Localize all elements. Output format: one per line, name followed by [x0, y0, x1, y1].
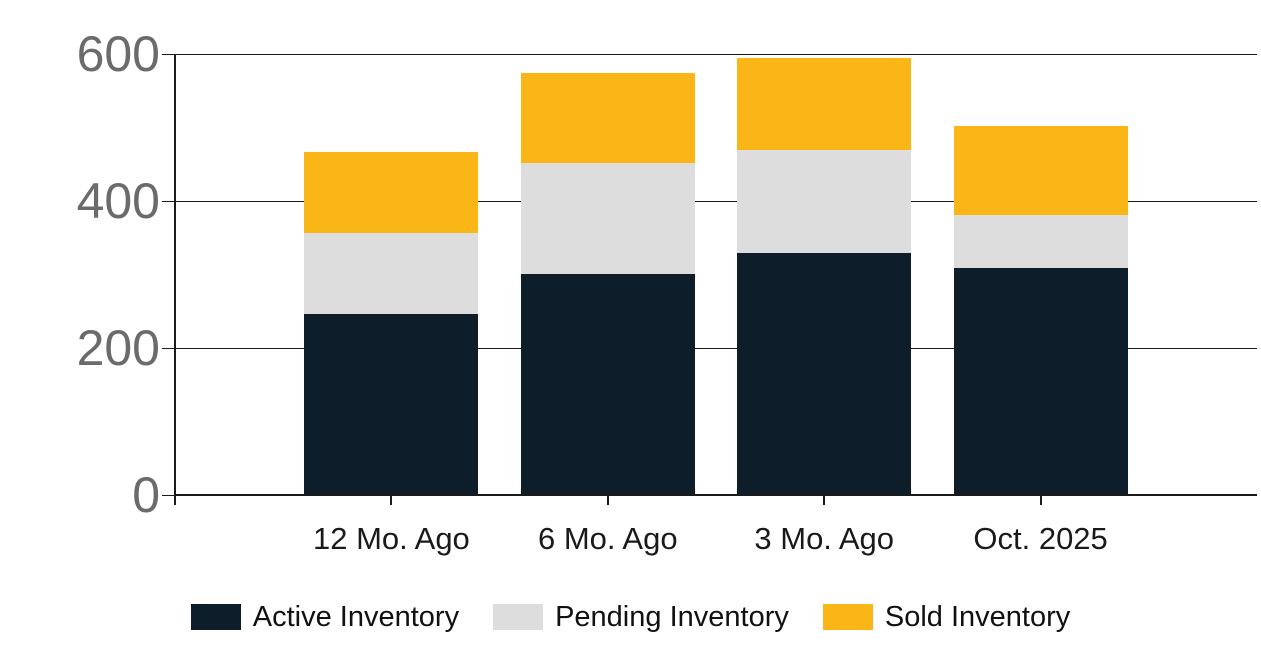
bar-segment-active-inventory [520, 273, 695, 494]
y-tick-label: 400 [76, 173, 160, 229]
y-axis-line [174, 54, 176, 495]
gridline-y-200 [175, 347, 1257, 349]
y-axis-tick [162, 347, 175, 349]
legend-label: Pending Inventory [555, 601, 789, 633]
x-axis-tick [390, 495, 393, 505]
legend-swatch-icon [190, 604, 241, 630]
y-tick-label: 600 [76, 26, 160, 82]
bar-segment-sold-inventory [520, 72, 695, 164]
bar-segment-pending-inventory [520, 163, 695, 274]
bar-segment-active-inventory [737, 252, 912, 494]
bar-12-mo-ago [304, 152, 479, 494]
y-axis-tick [162, 200, 175, 202]
bar-segment-active-inventory [953, 268, 1128, 494]
legend-swatch-icon [822, 604, 873, 630]
x-axis-label: 3 Mo. Ago [754, 521, 894, 556]
bar-3-mo-ago [737, 58, 912, 494]
x-axis-label: Oct. 2025 [973, 521, 1108, 556]
chart-legend: Active Inventory Pending Inventory Sold In… [0, 601, 1261, 633]
x-axis-label: 12 Mo. Ago [312, 521, 470, 556]
x-axis-tick [1039, 495, 1042, 505]
bar-segment-sold-inventory [953, 125, 1128, 215]
gridline-y-400 [175, 200, 1257, 202]
bar-segment-active-inventory [304, 313, 479, 494]
bar-segment-pending-inventory [953, 214, 1128, 269]
x-axis-tick [606, 495, 609, 505]
legend-item-pending-inventory: Pending Inventory [493, 601, 789, 633]
bar-segment-sold-inventory [737, 58, 912, 151]
gridline-y-600 [175, 53, 1257, 55]
bar-oct-2025 [953, 125, 1128, 494]
y-axis-tick [162, 494, 175, 496]
legend-item-active-inventory: Active Inventory [190, 601, 460, 633]
y-tick-label: 0 [132, 467, 160, 523]
legend-label: Sold Inventory [884, 601, 1071, 633]
plot-area: 0 200 400 600 12 Mo. Ago 6 Mo. Ago 3 Mo. Ago Oc… [77, 29, 1257, 556]
y-axis-tick [162, 53, 175, 55]
bar-6-mo-ago [520, 72, 695, 494]
bar-segment-sold-inventory [304, 152, 479, 234]
x-axis-label: 6 Mo. Ago [538, 521, 678, 556]
bar-segment-pending-inventory [737, 150, 912, 253]
legend-label: Active Inventory [252, 601, 460, 633]
bar-segment-pending-inventory [304, 233, 479, 314]
x-axis-tick [823, 495, 826, 505]
x-axis-tick-origin [174, 495, 176, 505]
gridline-y-0 [175, 494, 1257, 496]
legend-swatch-icon [493, 604, 544, 630]
legend-item-sold-inventory: Sold Inventory [822, 601, 1071, 633]
y-tick-label: 200 [76, 320, 160, 376]
